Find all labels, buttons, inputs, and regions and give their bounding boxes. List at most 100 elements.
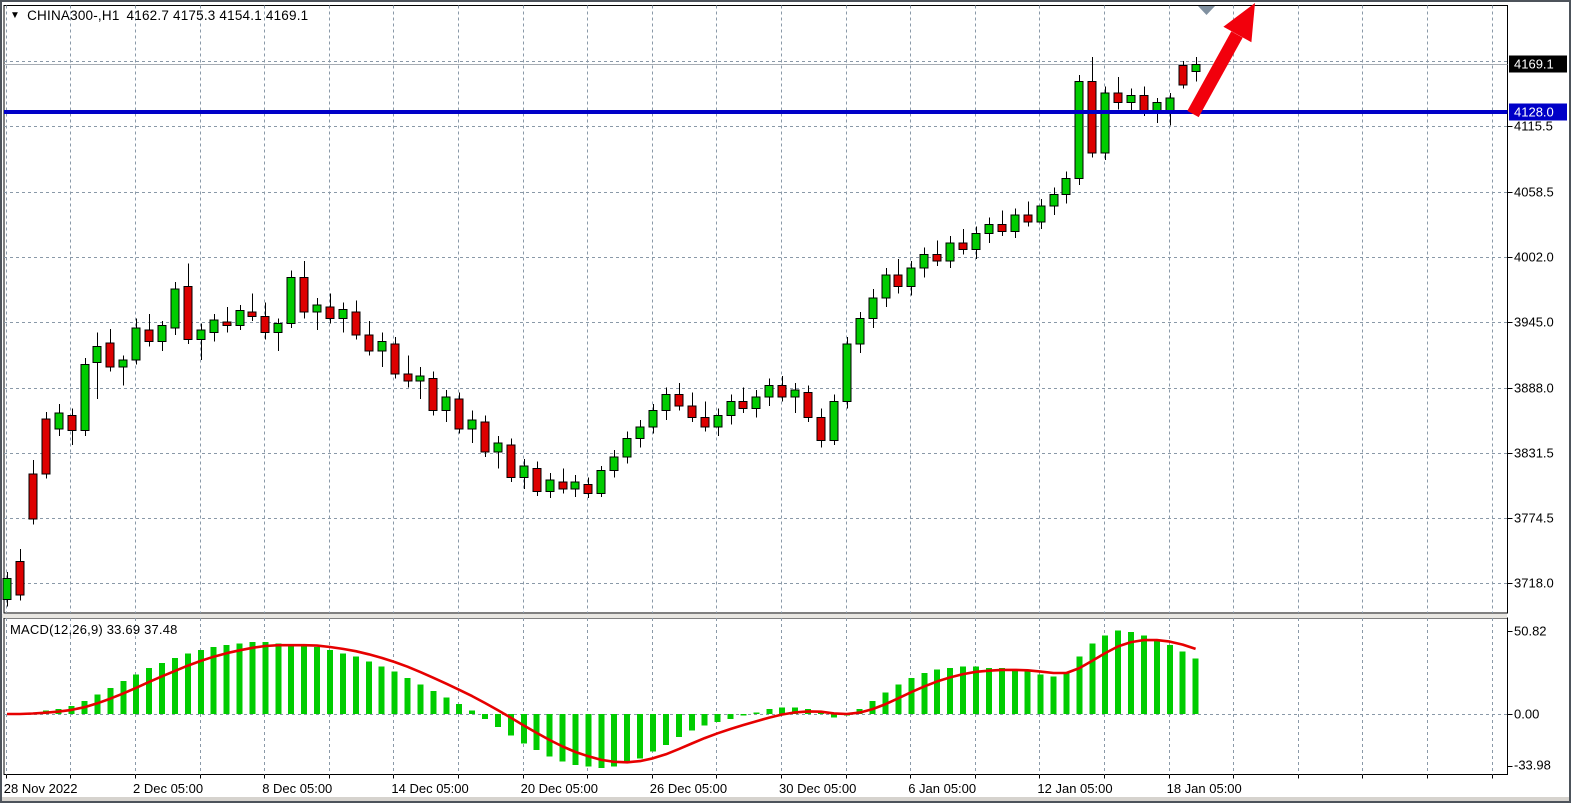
macd-histogram-bar xyxy=(559,714,566,762)
candle-body-bear xyxy=(364,334,374,352)
candle-body-bull xyxy=(157,325,167,343)
macd-histogram-bar xyxy=(637,714,644,759)
candle-body-bull xyxy=(1165,97,1175,111)
macd-histogram-bar xyxy=(662,714,669,746)
macd-axis-label: 0.00 xyxy=(1514,706,1540,722)
candle-body-bull xyxy=(635,426,645,439)
candle-body-bear xyxy=(403,373,413,382)
macd-histogram-bar xyxy=(650,714,656,752)
date-axis-label: 2 Dec 05:00 xyxy=(133,781,204,796)
trend-arrow-shaft[interactable] xyxy=(1187,31,1243,118)
candle-body-bear xyxy=(105,342,115,368)
macd-histogram-bar xyxy=(159,663,166,714)
macd-histogram-bar xyxy=(327,650,333,714)
macd-histogram-bar xyxy=(1089,643,1096,714)
symbol-dropdown-icon[interactable]: ▼ xyxy=(10,10,21,21)
macd-histogram-bar xyxy=(598,714,605,769)
candle-body-bull xyxy=(1049,193,1059,207)
macd-histogram-bar xyxy=(701,714,708,726)
candle-body-bear xyxy=(1113,92,1123,103)
chart-title: ▼ CHINA300-,H1 4162.7 4175.3 4154.1 4169… xyxy=(10,8,308,23)
price-axis-label: 4115.5 xyxy=(1514,118,1553,134)
macd-histogram-bar xyxy=(482,714,489,719)
macd-histogram-bar xyxy=(133,674,140,714)
macd-histogram-bar xyxy=(301,645,308,714)
price-axis-label: 3945.0 xyxy=(1514,314,1554,330)
macd-histogram-bar xyxy=(391,671,398,714)
macd-histogram-bar xyxy=(753,712,760,714)
macd-histogram-bar xyxy=(947,668,954,714)
candle-body-bull xyxy=(790,389,800,398)
panel-splitter[interactable] xyxy=(2,614,1507,618)
candle-body-bull xyxy=(713,414,723,428)
candle-body-bull xyxy=(118,359,128,368)
date-axis-label: 12 Jan 05:00 xyxy=(1037,781,1113,796)
macd-histogram-bar xyxy=(1153,640,1160,714)
candle-body-bear xyxy=(816,417,826,442)
candle-body-bear xyxy=(222,321,232,327)
macd-histogram-bar xyxy=(275,643,282,714)
macd-histogram-bar xyxy=(779,707,786,714)
candle-body-bull xyxy=(286,276,296,324)
macd-histogram-bar xyxy=(727,714,734,719)
date-axis-label: 20 Dec 05:00 xyxy=(520,781,598,796)
candle-body-bull xyxy=(467,419,477,430)
macd-histogram-bar xyxy=(1115,630,1122,714)
candle-body-bear xyxy=(41,418,51,475)
macd-histogram-bar xyxy=(869,700,876,714)
macd-histogram-bar xyxy=(314,646,321,714)
macd-histogram-bar xyxy=(546,714,553,757)
macd-histogram-bar xyxy=(210,646,217,714)
candle-body-bull xyxy=(92,345,102,363)
candle-body-bear xyxy=(1139,95,1149,113)
candle-body-bull xyxy=(54,412,64,430)
candle-body-bear xyxy=(932,253,942,262)
candle-body-bear xyxy=(997,223,1007,232)
blue-level-line[interactable] xyxy=(4,110,1508,114)
candle-body-bull xyxy=(131,327,141,361)
candle-body-bull xyxy=(441,396,451,412)
candle-body-bear xyxy=(803,391,813,419)
macd-histogram-bar xyxy=(236,643,243,714)
candle-body-bull xyxy=(648,410,658,428)
trend-arrow-head xyxy=(1223,3,1255,43)
macd-histogram-bar xyxy=(223,645,230,714)
candle-body-bear xyxy=(958,242,968,251)
candle-body-bull xyxy=(1074,81,1084,179)
candle-body-bear xyxy=(1178,65,1188,86)
candle-body-bull xyxy=(906,267,916,287)
candle-body-bull xyxy=(1191,63,1201,73)
macd-histogram-bar xyxy=(494,714,501,728)
candle-body-bull xyxy=(764,384,774,398)
macd-histogram-bar xyxy=(817,712,824,714)
candle-body-bear xyxy=(454,398,464,430)
candle-body-bear xyxy=(777,384,787,398)
candle-body-bear xyxy=(506,444,516,478)
main-panel[interactable] xyxy=(3,5,1508,614)
candle-body-bear xyxy=(532,467,542,492)
candle-body-bull xyxy=(622,437,632,458)
macd-histogram-bar xyxy=(1140,635,1147,714)
date-axis-label: 14 Dec 05:00 xyxy=(391,781,469,796)
macd-histogram-bar xyxy=(417,684,424,714)
macd-axis-label: 50.82 xyxy=(1514,623,1547,639)
macd-histogram-bar xyxy=(339,653,346,714)
macd-histogram-bar xyxy=(624,714,631,764)
macd-histogram-bar xyxy=(572,714,579,765)
candle-body-bear xyxy=(260,315,270,334)
macd-histogram-bar xyxy=(675,714,682,737)
macd-histogram-bar xyxy=(1063,673,1070,714)
candle-body-bear xyxy=(428,378,438,412)
macd-histogram-bar xyxy=(1166,645,1173,714)
macd-indicator-label: MACD(12,26,9) 33.69 37.48 xyxy=(10,622,178,637)
candle-body-bull xyxy=(1100,92,1110,154)
candle-body-bear xyxy=(67,414,77,431)
candle-body-bull xyxy=(1010,214,1020,232)
macd-histogram-bar xyxy=(1102,635,1109,714)
price-axis-label: 4058.5 xyxy=(1514,184,1554,200)
macd-histogram-bar xyxy=(262,641,269,714)
macd-histogram-bar xyxy=(714,714,721,723)
macd-histogram-bar xyxy=(249,641,256,714)
